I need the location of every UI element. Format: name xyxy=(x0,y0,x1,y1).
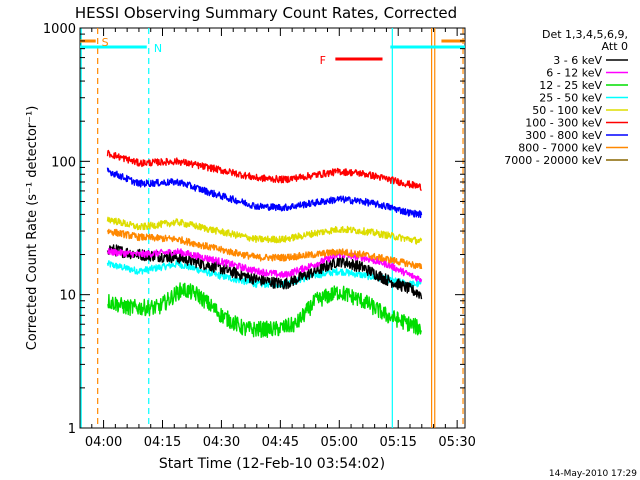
y-tick-label: 1 xyxy=(68,422,76,437)
legend-label: 50 - 100 keV xyxy=(532,104,602,117)
plot-area xyxy=(79,27,466,429)
vertical-markers xyxy=(80,28,464,428)
legend-label: 300 - 800 keV xyxy=(525,129,602,142)
legend-title-line-2: Att 0 xyxy=(602,40,628,53)
flag-label-N: N xyxy=(154,42,162,55)
flag-label-F: F xyxy=(320,54,326,67)
series-line-50-100keV xyxy=(106,216,423,245)
x-tick-label: 05:00 xyxy=(321,435,358,450)
series-line-800-7000keV xyxy=(106,228,423,270)
legend-label: 6 - 12 keV xyxy=(546,67,602,80)
series-line-100-300keV xyxy=(106,149,422,192)
legend-label: 7000 - 20000 keV xyxy=(504,154,602,167)
y-axis-label: Corrected Count Rate (s⁻¹ detector⁻¹) xyxy=(25,106,40,351)
series-line-6-12keV xyxy=(106,247,423,283)
y-tick-label: 1000 xyxy=(43,22,76,37)
legend-label: 25 - 50 keV xyxy=(539,92,602,105)
legend-label: 3 - 6 keV xyxy=(553,54,602,67)
x-tick-label: 05:15 xyxy=(379,435,416,450)
legend-label: 100 - 300 keV xyxy=(525,117,602,130)
flag-label-S: S xyxy=(102,36,109,49)
x-tick-label: 04:30 xyxy=(203,435,240,450)
x-tick-label: 04:45 xyxy=(262,435,299,450)
series-line-3-6keV xyxy=(106,244,423,300)
legend-title-line-1: Det 1,3,4,5,6,9, xyxy=(542,28,628,41)
x-tick-label: 05:30 xyxy=(438,435,475,450)
legend-label: 12 - 25 keV xyxy=(539,79,602,92)
data-series xyxy=(106,149,423,338)
y-axis: 1 10 100 1000 xyxy=(43,22,465,437)
x-tick-label: 04:00 xyxy=(85,435,122,450)
series-line-12-25keV xyxy=(107,282,423,338)
plot-frame xyxy=(79,27,466,429)
y-tick-label: 100 xyxy=(51,155,76,170)
footer-date: 14-May-2010 17:29 xyxy=(549,469,637,479)
series-line-300-800keV xyxy=(106,167,423,219)
chart-title: HESSI Observing Summary Count Rates, Cor… xyxy=(75,4,457,22)
y-tick-label: 10 xyxy=(59,289,76,304)
legend-label: 800 - 7000 keV xyxy=(518,142,602,155)
x-axis-label: Start Time (12-Feb-10 03:54:02) xyxy=(159,456,385,472)
instrument-flags: S N F xyxy=(80,36,465,67)
x-tick-label: 04:15 xyxy=(144,435,181,450)
x-axis: 04:00 04:15 04:30 04:45 05:00 05:15 05:30 xyxy=(85,28,476,450)
